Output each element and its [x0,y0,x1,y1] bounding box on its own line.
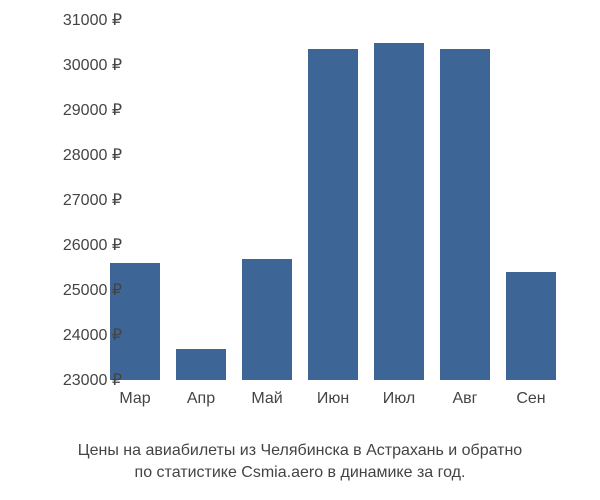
x-axis-tick-label: Май [251,390,282,408]
x-axis-tick-label: Апр [187,390,215,408]
caption-line-1: Цены на авиабилеты из Челябинска в Астра… [78,442,522,459]
chart-container: 23000 ₽ 24000 ₽ 25000 ₽ 26000 ₽ 27000 ₽ 28000… [0,0,600,500]
y-axis-tick-label: 30000 ₽ [22,55,122,75]
x-axis-tick-label: Сен [516,390,545,408]
y-axis-tick-label: 24000 ₽ [22,325,122,345]
y-axis-tick-label: 28000 ₽ [22,145,122,165]
y-axis-tick-label: 29000 ₽ [22,100,122,120]
x-axis-tick-label: Июн [317,390,349,408]
bar [506,272,556,380]
bar [176,349,226,381]
bar [242,259,292,381]
y-axis-tick-label: 26000 ₽ [22,235,122,255]
chart-plot-area [100,20,570,380]
y-axis-tick-label: 27000 ₽ [22,190,122,210]
bar [374,43,424,381]
x-axis-tick-label: Авг [452,390,477,408]
x-axis-tick-label: Июл [383,390,415,408]
chart-caption: Цены на авиабилеты из Челябинска в Астра… [0,440,600,483]
bar [308,49,358,380]
y-axis-tick-label: 23000 ₽ [22,370,122,390]
caption-line-2: по статистике Csmia.aero в динамике за г… [135,464,466,481]
y-axis-tick-label: 25000 ₽ [22,280,122,300]
bar [440,49,490,380]
y-axis-tick-label: 31000 ₽ [22,10,122,30]
x-axis-tick-label: Мар [119,390,150,408]
